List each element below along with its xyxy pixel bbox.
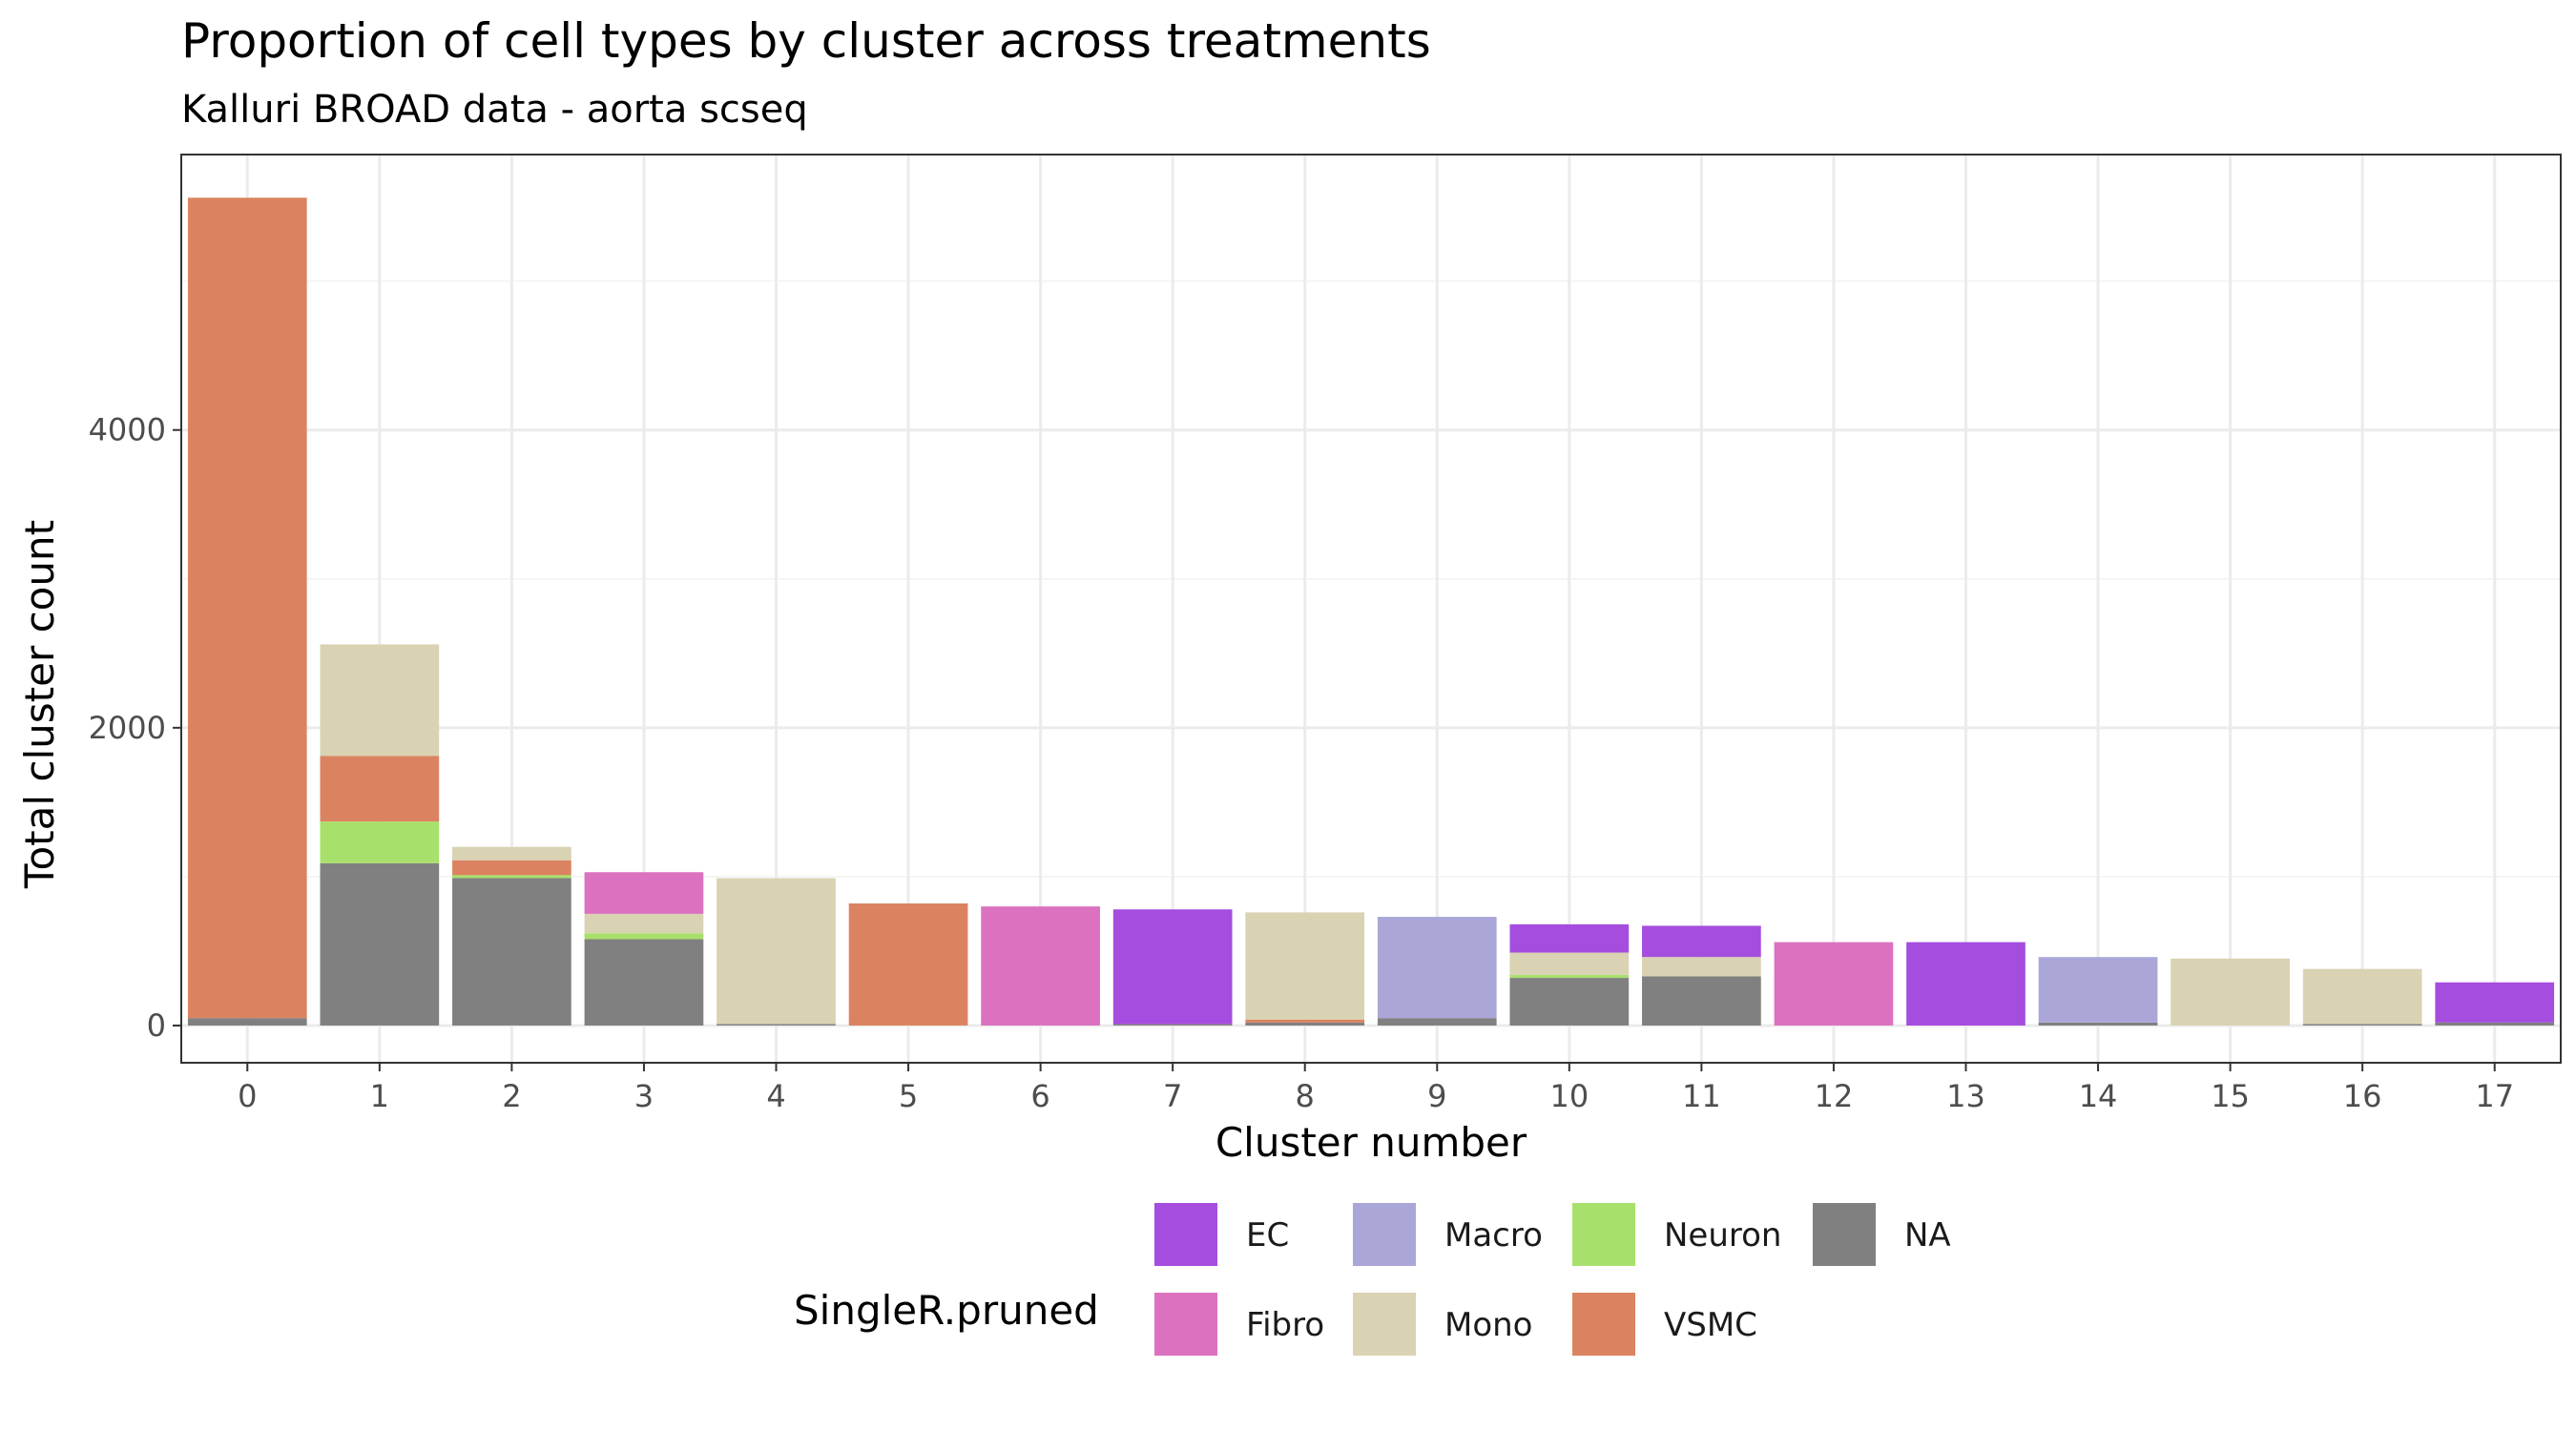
legend-label-neuron: Neuron <box>1664 1216 1781 1255</box>
x-tick-label: 10 <box>1549 1078 1589 1114</box>
bar-segment-mono-cluster-3 <box>584 913 704 934</box>
bar-segment-fibro-cluster-12 <box>1774 942 1894 1026</box>
chart-title: Proportion of cell types by cluster acro… <box>181 13 1431 69</box>
legend-label-fibro: Fibro <box>1246 1306 1324 1344</box>
x-tick-label: 16 <box>2343 1078 2382 1114</box>
bar-segment-na-cluster-0 <box>187 1018 307 1026</box>
bar-segment-vsmc-cluster-5 <box>848 903 968 1026</box>
x-tick-label: 17 <box>2475 1078 2514 1114</box>
x-tick-label: 2 <box>502 1078 521 1114</box>
legend-label-macro: Macro <box>1444 1216 1543 1255</box>
bar-segment-na-cluster-11 <box>1642 976 1761 1026</box>
bar-segment-mono-cluster-2 <box>452 846 571 861</box>
bar-segment-mono-cluster-1 <box>320 644 440 757</box>
bar-segment-mono-cluster-15 <box>2171 958 2290 1026</box>
legend: EC Macro Neuron NA Fibro Mono VSMC <box>1154 1203 1951 1356</box>
bar-segment-mono-cluster-4 <box>717 878 836 1025</box>
y-tick-label: 4000 <box>89 412 166 448</box>
bar-segment-ec-cluster-13 <box>1906 942 2025 1026</box>
legend-label-na: NA <box>1904 1216 1951 1255</box>
x-tick-label: 0 <box>238 1078 257 1114</box>
y-axis-title: Total cluster count <box>16 520 63 889</box>
x-tick-label: 12 <box>1815 1078 1854 1114</box>
bar-segment-ec-cluster-10 <box>1509 923 1630 953</box>
x-tick-label: 9 <box>1427 1078 1446 1114</box>
bar-segment-vsmc-cluster-1 <box>320 756 440 822</box>
legend-key-ec <box>1154 1203 1217 1266</box>
bar-segment-neuron-cluster-3 <box>584 933 704 940</box>
legend-key-mono <box>1353 1293 1416 1356</box>
bar-segment-na-cluster-4 <box>717 1024 836 1026</box>
bar-segment-na-cluster-14 <box>2038 1022 2158 1026</box>
bar-segment-na-cluster-16 <box>2302 1024 2422 1026</box>
bar-segment-mono-cluster-11 <box>1642 957 1761 977</box>
x-tick-label: 3 <box>634 1078 654 1114</box>
bar-segment-na-cluster-1 <box>320 862 440 1026</box>
bar-segment-neuron-cluster-1 <box>320 821 440 863</box>
bar-segment-neuron-cluster-2 <box>452 875 571 879</box>
x-tick-label: 13 <box>1946 1078 1985 1114</box>
x-tick-label: 14 <box>2079 1078 2118 1114</box>
bar-segment-na-cluster-8 <box>1245 1022 1365 1026</box>
chart-subtitle: Kalluri BROAD data - aorta scseq <box>181 88 808 132</box>
x-tick-label: 11 <box>1682 1078 1721 1114</box>
bar-segment-na-cluster-10 <box>1509 978 1630 1026</box>
x-tick-label: 1 <box>370 1078 389 1114</box>
legend-label-ec: EC <box>1246 1216 1289 1255</box>
bar-segment-na-cluster-2 <box>452 878 571 1026</box>
panel-background <box>181 155 2561 1063</box>
bar-segment-neuron-cluster-10 <box>1509 974 1630 979</box>
x-tick-label: 15 <box>2211 1078 2250 1114</box>
y-tick-label: 2000 <box>89 710 166 746</box>
bar-segment-fibro-cluster-3 <box>584 872 704 914</box>
bar-segment-ec-cluster-7 <box>1112 909 1233 1025</box>
bar-segment-macro-cluster-9 <box>1377 917 1497 1019</box>
x-axis-title: Cluster number <box>1215 1119 1527 1166</box>
x-tick-label: 8 <box>1296 1078 1315 1114</box>
bar-segment-ec-cluster-17 <box>2435 982 2555 1023</box>
bar-segment-mono-cluster-16 <box>2302 968 2422 1025</box>
bar-segment-vsmc-cluster-8 <box>1245 1019 1365 1023</box>
legend-title: SingleR.pruned <box>794 1287 1099 1334</box>
bar-segment-mono-cluster-10 <box>1509 952 1630 975</box>
y-tick-label: 0 <box>147 1007 166 1044</box>
panel-border <box>180 154 2562 1064</box>
bar-segment-fibro-cluster-6 <box>981 906 1100 1026</box>
bar-segment-vsmc-cluster-0 <box>187 197 307 1019</box>
bar-segment-vsmc-cluster-2 <box>452 860 571 876</box>
bar-segment-macro-cluster-14 <box>2038 957 2158 1023</box>
legend-label-mono: Mono <box>1444 1306 1533 1344</box>
x-tick-label: 4 <box>766 1078 785 1114</box>
legend-key-macro <box>1353 1203 1416 1266</box>
bar-segment-na-cluster-9 <box>1377 1018 1497 1026</box>
legend-key-vsmc <box>1572 1293 1635 1356</box>
legend-key-neuron <box>1572 1203 1635 1266</box>
x-tick-label: 6 <box>1030 1078 1049 1114</box>
bar-segment-mono-cluster-8 <box>1245 912 1365 1020</box>
legend-key-na <box>1813 1203 1876 1266</box>
legend-label-vsmc: VSMC <box>1664 1306 1757 1344</box>
x-tick-label: 7 <box>1163 1078 1182 1114</box>
bar-segment-na-cluster-7 <box>1112 1024 1233 1026</box>
legend-key-fibro <box>1154 1293 1217 1356</box>
bar-segment-ec-cluster-11 <box>1642 925 1761 958</box>
bar-segment-na-cluster-17 <box>2435 1022 2555 1026</box>
bar-segment-na-cluster-3 <box>584 939 704 1026</box>
x-tick-label: 5 <box>899 1078 918 1114</box>
